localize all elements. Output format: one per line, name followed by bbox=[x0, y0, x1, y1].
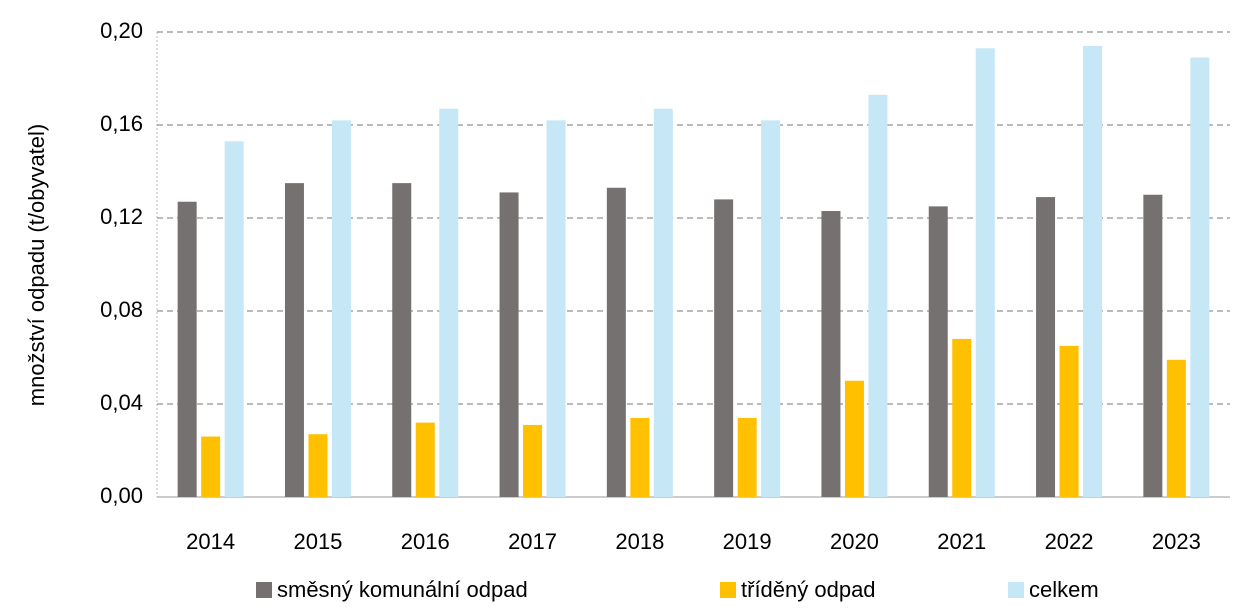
x-tick-label: 2017 bbox=[508, 529, 557, 554]
x-tick-label: 2016 bbox=[401, 529, 450, 554]
x-tick-label: 2023 bbox=[1152, 529, 1201, 554]
legend-label: směsný komunální odpad bbox=[277, 577, 528, 602]
x-tick-label: 2014 bbox=[186, 529, 235, 554]
bar bbox=[439, 108, 459, 497]
bar bbox=[308, 434, 328, 497]
bar bbox=[714, 199, 734, 497]
bar bbox=[975, 48, 995, 498]
bar bbox=[1166, 359, 1186, 497]
bar bbox=[1143, 194, 1163, 497]
y-tick-label: 0,12 bbox=[100, 204, 143, 229]
x-tick-label: 2021 bbox=[937, 529, 986, 554]
y-tick-label: 0,00 bbox=[100, 483, 143, 508]
legend-swatch bbox=[256, 582, 272, 598]
bar bbox=[868, 94, 888, 498]
legend-label: celkem bbox=[1029, 577, 1099, 602]
bar bbox=[1083, 45, 1103, 497]
bar bbox=[1036, 197, 1056, 497]
bar bbox=[844, 380, 864, 497]
bar bbox=[523, 424, 543, 497]
bar bbox=[392, 183, 412, 497]
bar bbox=[952, 338, 972, 497]
bar bbox=[331, 120, 351, 497]
legend-swatch bbox=[720, 582, 736, 598]
legend-swatch bbox=[1008, 582, 1024, 598]
x-tick-label: 2015 bbox=[293, 529, 342, 554]
bar bbox=[761, 120, 781, 497]
bar bbox=[177, 201, 197, 497]
bar bbox=[737, 417, 757, 497]
x-tick-label: 2022 bbox=[1045, 529, 1094, 554]
bar bbox=[630, 417, 650, 497]
bar bbox=[1059, 345, 1079, 497]
bar bbox=[546, 120, 566, 497]
bar bbox=[201, 436, 221, 497]
y-tick-label: 0,16 bbox=[100, 111, 143, 136]
bar bbox=[415, 422, 435, 497]
y-tick-label: 0,04 bbox=[100, 390, 143, 415]
y-tick-label: 0,08 bbox=[100, 297, 143, 322]
bar bbox=[821, 211, 841, 497]
y-tick-label: 0,20 bbox=[100, 18, 143, 43]
bar bbox=[1190, 57, 1210, 497]
x-tick-label: 2020 bbox=[830, 529, 879, 554]
bar bbox=[606, 187, 626, 497]
bar bbox=[928, 206, 948, 497]
legend-label: tříděný odpad bbox=[741, 577, 876, 602]
bar bbox=[284, 183, 304, 497]
x-tick-label: 2018 bbox=[615, 529, 664, 554]
bar bbox=[499, 192, 519, 498]
x-tick-label: 2019 bbox=[723, 529, 772, 554]
y-axis-label: množství odpadu (t/obyvatel) bbox=[24, 124, 49, 406]
bar bbox=[224, 141, 244, 497]
bar bbox=[653, 108, 673, 497]
